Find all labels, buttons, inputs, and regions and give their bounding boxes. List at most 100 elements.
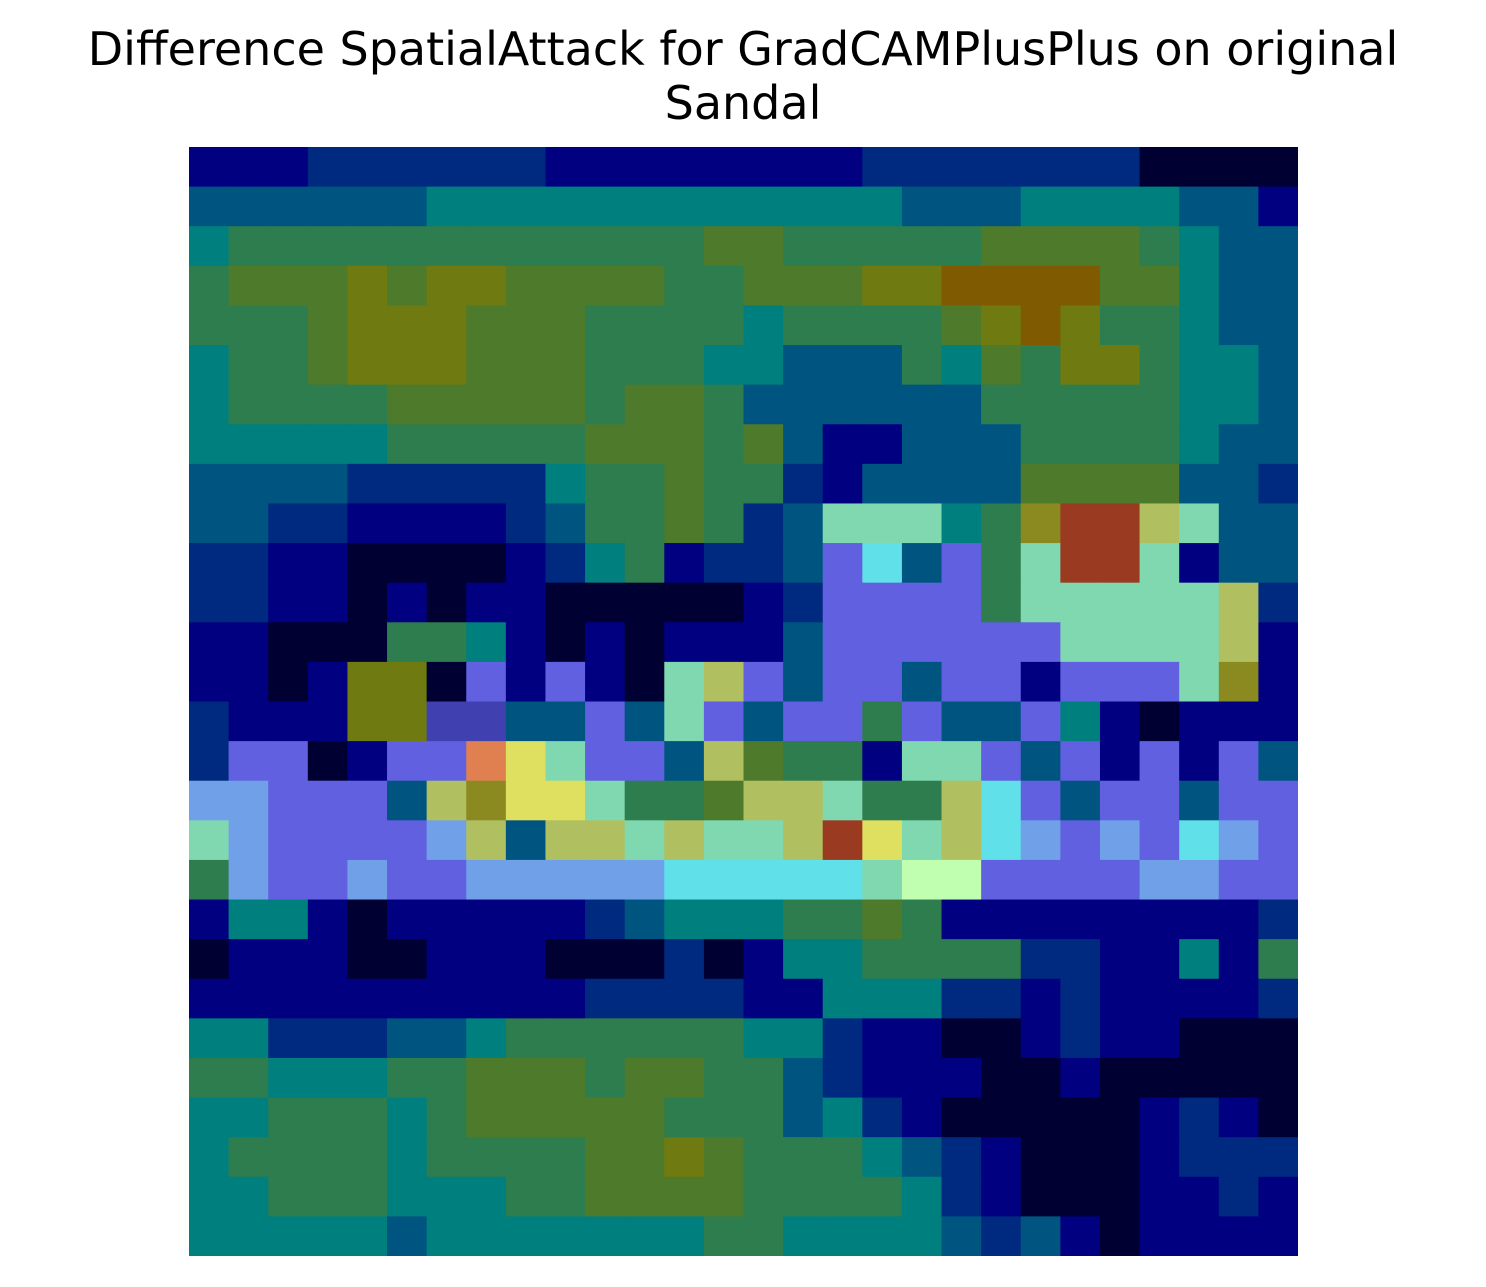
- heatmap-cell: [862, 543, 903, 584]
- heatmap-cell: [1218, 503, 1259, 544]
- heatmap-cell: [1139, 305, 1180, 346]
- heatmap-cell: [1218, 147, 1259, 188]
- heatmap-cell: [1020, 780, 1061, 821]
- heatmap-cell: [426, 384, 467, 425]
- heatmap-cell: [822, 1018, 863, 1059]
- heatmap-cell: [268, 622, 309, 663]
- heatmap-cell: [783, 701, 824, 742]
- heatmap-cell: [783, 820, 824, 861]
- heatmap-cell: [1218, 701, 1259, 742]
- heatmap-cell: [981, 899, 1022, 940]
- heatmap-cell: [387, 463, 428, 505]
- heatmap-cell: [1218, 1137, 1259, 1178]
- heatmap-cell: [1020, 582, 1061, 623]
- heatmap-cell: [585, 186, 626, 227]
- heatmap-cell: [1099, 701, 1141, 742]
- heatmap-cell: [387, 939, 428, 980]
- heatmap-cell: [981, 1216, 1022, 1256]
- heatmap-cell: [1258, 424, 1298, 465]
- heatmap-cell: [228, 345, 269, 386]
- heatmap-cell: [585, 780, 626, 821]
- heatmap-cell: [1060, 305, 1101, 346]
- heatmap-cell: [624, 859, 665, 901]
- heatmap-cell: [585, 1097, 626, 1138]
- heatmap-cell: [189, 899, 230, 940]
- heatmap-cell: [189, 780, 230, 821]
- heatmap-cell: [1099, 424, 1141, 465]
- heatmap-cell: [347, 463, 388, 505]
- heatmap-cell: [307, 1057, 349, 1099]
- heatmap-cell: [1020, 226, 1061, 267]
- heatmap-cell: [347, 899, 388, 940]
- heatmap-cell: [624, 265, 665, 307]
- heatmap-cell: [347, 543, 388, 584]
- heatmap-cell: [1258, 186, 1298, 227]
- heatmap-cell: [901, 701, 943, 742]
- heatmap-cell: [703, 820, 745, 861]
- heatmap-cell: [703, 1216, 745, 1256]
- heatmap-cell: [1099, 741, 1141, 782]
- heatmap-cell: [941, 978, 982, 1019]
- heatmap-cell: [901, 463, 943, 505]
- heatmap-cell: [268, 661, 309, 703]
- heatmap-cell: [1179, 978, 1220, 1019]
- heatmap-cell: [189, 582, 230, 623]
- heatmap-cell: [624, 899, 665, 940]
- heatmap-cell: [1020, 424, 1061, 465]
- heatmap-cell: [703, 503, 745, 544]
- heatmap-cell: [1139, 503, 1180, 544]
- heatmap-cell: [664, 582, 705, 623]
- heatmap-cell: [822, 1137, 863, 1178]
- heatmap-cell: [1020, 1137, 1061, 1178]
- heatmap-cell: [624, 1216, 665, 1256]
- heatmap-cell: [1060, 345, 1101, 386]
- heatmap-cell: [743, 384, 784, 425]
- heatmap-cell: [307, 661, 349, 703]
- heatmap-cell: [981, 543, 1022, 584]
- heatmap-cell: [426, 820, 467, 861]
- heatmap-cell: [664, 661, 705, 703]
- heatmap-cell: [1258, 265, 1298, 307]
- heatmap-cell: [466, 305, 507, 346]
- heatmap-cell: [1060, 939, 1101, 980]
- heatmap-cell: [783, 226, 824, 267]
- heatmap-cell: [387, 1018, 428, 1059]
- heatmap-cell: [585, 147, 626, 188]
- heatmap-cell: [387, 424, 428, 465]
- heatmap-cell: [822, 661, 863, 703]
- heatmap-cell: [426, 1057, 467, 1099]
- heatmap-cell: [901, 820, 943, 861]
- heatmap-cell: [743, 424, 784, 465]
- heatmap-cell: [703, 226, 745, 267]
- heatmap-cell: [862, 859, 903, 901]
- heatmap-cell: [505, 226, 547, 267]
- heatmap-cell: [466, 226, 507, 267]
- heatmap-cell: [189, 543, 230, 584]
- heatmap-cell: [1139, 463, 1180, 505]
- heatmap-cell: [189, 661, 230, 703]
- heatmap-cell: [981, 1176, 1022, 1217]
- heatmap-cell: [1099, 978, 1141, 1019]
- heatmap-cell: [189, 226, 230, 267]
- heatmap-cell: [347, 384, 388, 425]
- heatmap-cell: [822, 582, 863, 623]
- heatmap-cell: [783, 978, 824, 1019]
- heatmap-cell: [228, 384, 269, 425]
- heatmap-cell: [387, 859, 428, 901]
- heatmap-cell: [387, 741, 428, 782]
- heatmap-cell: [901, 1097, 943, 1138]
- heatmap-cell: [664, 305, 705, 346]
- heatmap-cell: [1020, 939, 1061, 980]
- heatmap-cell: [1099, 1176, 1141, 1217]
- heatmap-cell: [426, 1176, 467, 1217]
- heatmap-cell: [901, 582, 943, 623]
- heatmap-cell: [1179, 1137, 1220, 1178]
- heatmap-cell: [941, 463, 982, 505]
- heatmap-cell: [387, 186, 428, 227]
- heatmap-cell: [1179, 384, 1220, 425]
- heatmap-cell: [307, 345, 349, 386]
- heatmap-cell: [1139, 424, 1180, 465]
- heatmap-cell: [228, 305, 269, 346]
- heatmap-cell: [1020, 384, 1061, 425]
- heatmap-cell: [307, 226, 349, 267]
